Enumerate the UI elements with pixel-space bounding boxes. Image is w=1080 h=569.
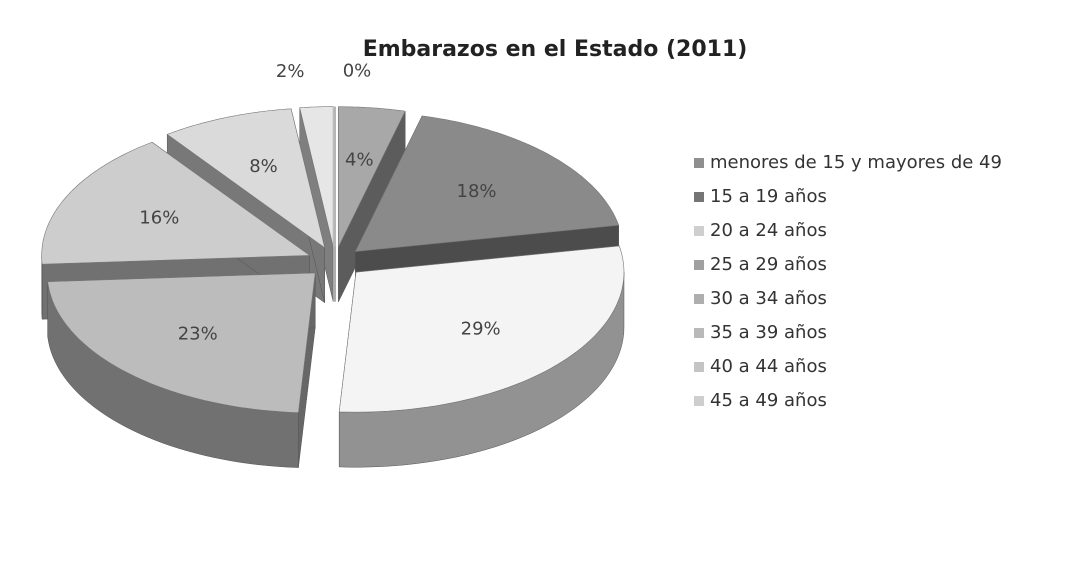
slice-top	[166, 108, 326, 249]
slice	[41, 141, 311, 320]
legend-swatch	[694, 158, 704, 168]
data-label: 29%	[461, 319, 501, 340]
legend-label: 30 a 34 años	[710, 288, 827, 309]
slice-side	[41, 255, 43, 320]
data-label: 18%	[457, 181, 497, 202]
legend-label: 40 a 44 años	[710, 356, 827, 377]
legend-swatch	[694, 260, 704, 270]
legend-label: 15 a 19 años	[710, 186, 827, 207]
slice-top	[338, 245, 625, 413]
data-label: 8%	[249, 156, 278, 177]
chart-title: Embarazos en el Estado (2011)	[363, 37, 748, 62]
slice-top	[47, 272, 316, 413]
slice-top	[354, 115, 620, 252]
legend-label: menores de 15 y mayores de 49	[710, 152, 1002, 173]
slice-top	[338, 106, 406, 247]
data-label: 4%	[345, 150, 374, 171]
legend-swatch	[694, 192, 704, 202]
data-label: 16%	[139, 207, 179, 228]
slice	[47, 272, 316, 468]
slice-top	[299, 106, 334, 247]
slice	[338, 245, 625, 468]
data-label: 2%	[276, 61, 305, 82]
legend-swatch	[694, 294, 704, 304]
data-label: 0%	[343, 61, 372, 82]
legend-label: 20 a 24 años	[710, 220, 827, 241]
slice-top	[41, 141, 311, 265]
data-label: 23%	[178, 323, 218, 344]
legend-swatch	[694, 226, 704, 236]
legend-swatch	[694, 396, 704, 406]
legend-swatch	[694, 328, 704, 338]
legend-label: 25 a 29 años	[710, 254, 827, 275]
legend-label: 45 a 49 años	[710, 390, 827, 411]
legend-label: 35 a 39 años	[710, 322, 827, 343]
legend-swatch	[694, 362, 704, 372]
